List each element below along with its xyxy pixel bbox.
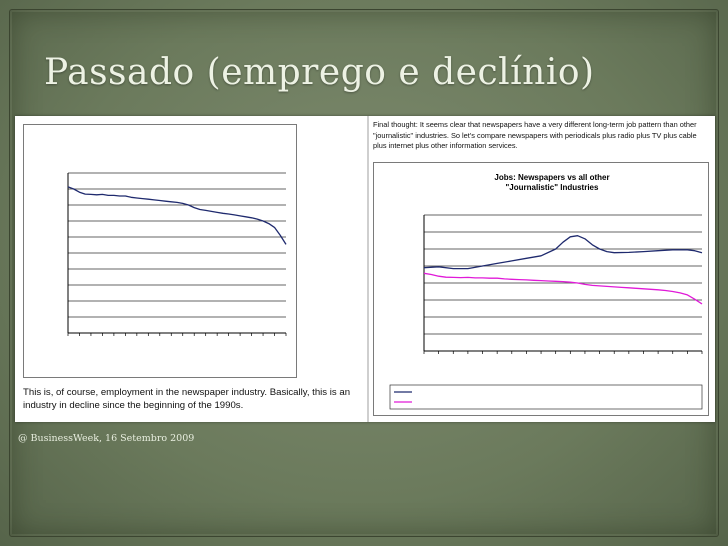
left-chart-panel: This is, of course, employment in the ne… bbox=[15, 116, 367, 422]
left-caption: This is, of course, employment in the ne… bbox=[23, 387, 351, 411]
content-panel: This is, of course, employment in the ne… bbox=[15, 116, 715, 422]
series-line-newspaper-jobs bbox=[67, 186, 287, 245]
right-caption: Final thought: It seems clear that newsp… bbox=[373, 120, 697, 150]
slide-title: Passado (emprego e declínio) bbox=[44, 52, 595, 93]
series-line-newspapers bbox=[423, 272, 703, 305]
jobs-comparison-chart-box: Jobs: Newspapers vs all other "Journalist… bbox=[373, 162, 709, 416]
chart-title-line: Jobs: Newspapers vs all other bbox=[494, 173, 609, 182]
panel-divider bbox=[367, 116, 369, 422]
series-line-periodicals bbox=[423, 235, 703, 270]
newspaper-publishers-chart bbox=[67, 172, 287, 336]
chart-title: Jobs: Newspapers vs all other "Journalist… bbox=[494, 173, 609, 192]
credit-text: @ BusinessWeek, 16 Setembro 2009 bbox=[18, 433, 195, 444]
jobs-comparison-chart: Jobs: Newspapers vs all other "Journalist… bbox=[389, 173, 703, 410]
legend-box bbox=[389, 384, 703, 410]
slide-frame bbox=[9, 9, 719, 537]
chart-title-line: "Journalistic" Industries bbox=[506, 183, 599, 192]
newspaper-publishers-chart-box bbox=[23, 124, 297, 378]
right-chart-panel: Final thought: It seems clear that newsp… bbox=[369, 116, 715, 422]
